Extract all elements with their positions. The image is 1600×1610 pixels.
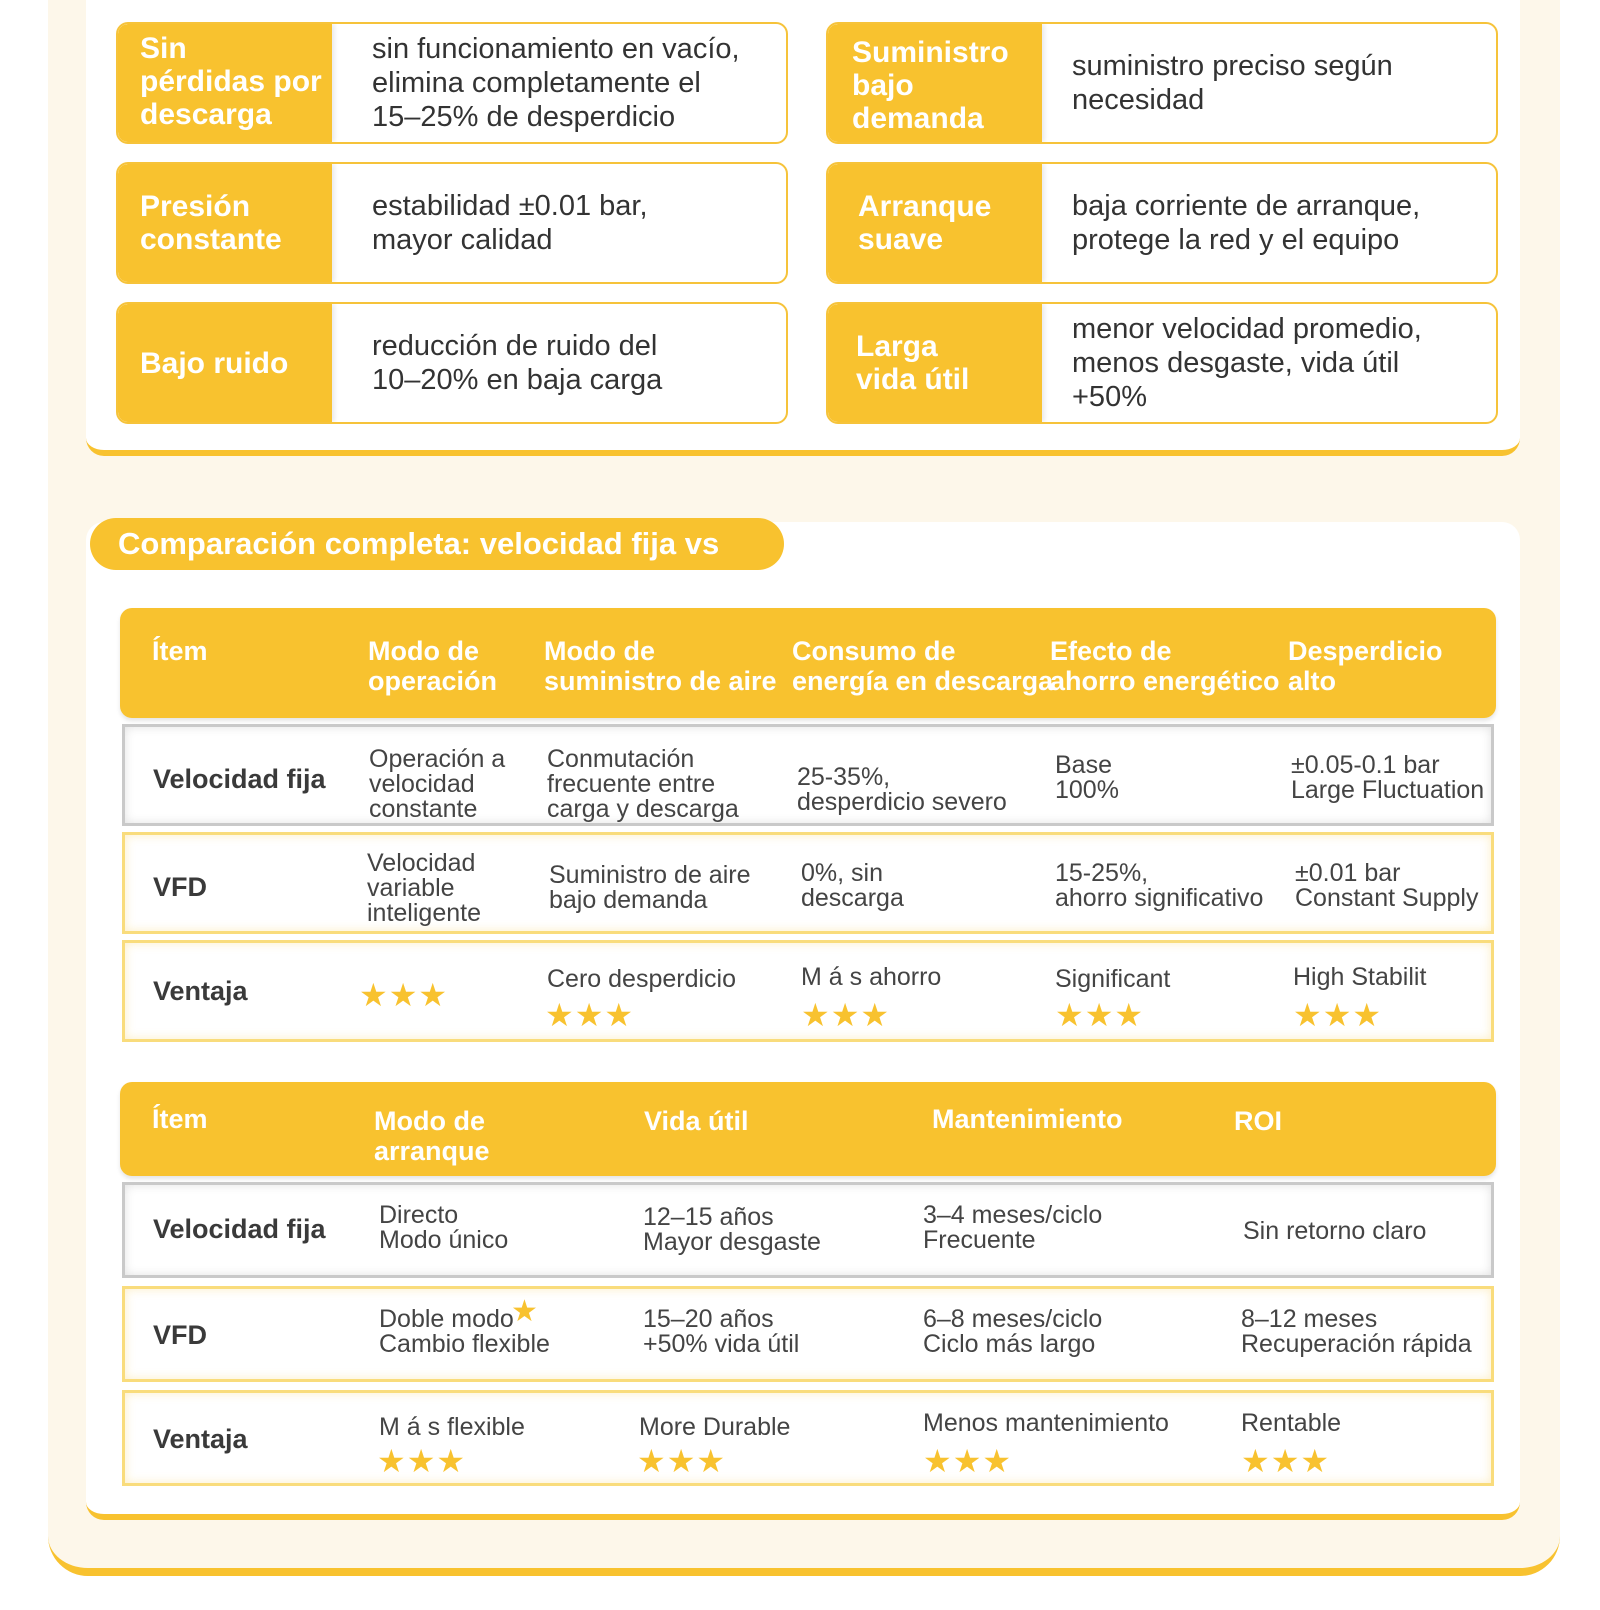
star-icon: ★: [511, 1295, 538, 1328]
table1-header-operation: Modo de operación: [368, 636, 498, 696]
table-cell: Directo Modo único: [379, 1201, 509, 1254]
table-cell: Cero desperdicio: [547, 965, 736, 993]
table1-header-air-supply: Modo de suministro de aire: [544, 636, 777, 696]
table-cell: 0%, sin descarga: [801, 859, 904, 912]
table-cell: High Stabilit: [1293, 963, 1427, 991]
feature-tag: Larga vida útil: [828, 304, 1042, 422]
table-cell: 8–12 meses Recuperación rápida: [1241, 1305, 1472, 1358]
feature-text: menor velocidad promedio, menos desgaste…: [1072, 313, 1422, 413]
table-cell: 3–4 meses/ciclo Frecuente: [923, 1201, 1103, 1254]
feature-low-noise: Bajo ruido reducción de ruido del 10–20%…: [116, 302, 788, 424]
table-cell: Suministro de aire bajo demanda: [549, 861, 751, 914]
row-label: Ventaja: [153, 1424, 248, 1454]
table-cell: ±0.01 bar Constant Supply: [1295, 859, 1479, 912]
feature-tag: Bajo ruido: [118, 304, 332, 422]
table-row: Ventaja ★★★ Cero desperdicio ★★★ M á s a…: [122, 940, 1494, 1042]
table-row: Ventaja M á s flexible ★★★ More Durable …: [122, 1390, 1494, 1486]
table-row: Velocidad fija Directo Modo único 12–15 …: [122, 1182, 1494, 1278]
feature-long-life: Larga vida útil menor velocidad promedio…: [826, 302, 1498, 424]
star-icon: ★★★: [1055, 997, 1145, 1033]
star-icon: ★★★: [637, 1443, 727, 1479]
star-icon: ★★★: [359, 977, 449, 1013]
feature-tag: Suministro bajo demanda: [828, 24, 1042, 142]
table2-header-maintenance: Mantenimiento: [932, 1104, 1123, 1134]
table-cell: Significant: [1055, 965, 1171, 993]
feature-text: estabilidad ±0.01 bar, mayor calidad: [372, 190, 648, 256]
star-icon: ★★★: [801, 997, 891, 1033]
section-title: Comparación completa: velocidad fija vs …: [90, 518, 784, 613]
table-cell: M á s flexible: [379, 1413, 525, 1441]
table-cell: 15–20 años +50% vida útil: [643, 1305, 800, 1358]
row-label: Velocidad fija: [153, 764, 326, 794]
table2-header-start-mode: Modo de arranque: [374, 1106, 490, 1166]
feature-tag: Presión constante: [118, 164, 332, 282]
table-cell: 12–15 años Mayor desgaste: [643, 1203, 821, 1256]
table-cell: More Durable: [639, 1413, 791, 1441]
star-icon: ★★★: [1241, 1443, 1331, 1479]
table2-header-life: Vida útil: [644, 1106, 749, 1136]
table-cell: Menos mantenimiento: [923, 1409, 1169, 1437]
feature-soft-start: Arranque suave baja corriente de arranqu…: [826, 162, 1498, 284]
table2-header-item: Ítem: [152, 1104, 208, 1134]
feature-text: suministro preciso según necesidad: [1072, 50, 1393, 116]
table-cell: Velocidad variable inteligente: [367, 849, 481, 927]
table2-header: Ítem Modo de arranque Vida útil Mantenim…: [120, 1082, 1496, 1176]
table-cell: Conmutación frecuente entre carga y desc…: [547, 745, 739, 823]
star-icon: ★★★: [1293, 997, 1383, 1033]
feature-text: sin funcionamiento en vacío, elimina com…: [372, 33, 740, 133]
table-cell: Sin retorno claro: [1243, 1217, 1427, 1245]
feature-text: baja corriente de arranque, protege la r…: [1072, 190, 1421, 256]
table1-header-saving-effect: Efecto de ahorro energético: [1050, 636, 1280, 696]
table-cell: Operación a velocidad constante: [369, 745, 506, 823]
table-row: VFD Velocidad variable inteligente Sumin…: [122, 832, 1494, 934]
star-icon: ★★★: [923, 1443, 1013, 1479]
feature-text: reducción de ruido del 10–20% en baja ca…: [372, 330, 663, 396]
table-cell: M á s ahorro: [801, 963, 942, 991]
table1-header-waste: Desperdicio alto: [1288, 636, 1443, 696]
feature-on-demand-supply: Suministro bajo demanda suministro preci…: [826, 22, 1498, 144]
table-row: Velocidad fija Operación a velocidad con…: [122, 724, 1494, 826]
feature-constant-pressure: Presión constante estabilidad ±0.01 bar,…: [116, 162, 788, 284]
feature-tag: Sin pérdidas por descarga: [118, 24, 332, 142]
table-cell: 15-25%, ahorro significativo: [1055, 859, 1264, 912]
row-label: Ventaja: [153, 976, 248, 1006]
feature-no-unload-loss: Sin pérdidas por descarga sin funcionami…: [116, 22, 788, 144]
feature-tag: Arranque suave: [828, 164, 1042, 282]
table-cell: 6–8 meses/ciclo Ciclo más largo: [923, 1305, 1103, 1358]
table-cell: 25-35%, desperdicio severo: [797, 763, 1007, 816]
row-label: VFD: [153, 872, 207, 902]
row-label: Velocidad fija: [153, 1214, 326, 1244]
table-cell: ±0.05-0.1 bar Large Fluctuation: [1291, 751, 1485, 804]
table1-header: Ítem Modo de operación Modo de suministr…: [120, 608, 1496, 718]
table-cell: Rentable: [1241, 1409, 1342, 1437]
star-icon: ★★★: [545, 997, 635, 1033]
table-cell: Doble modo Cambio flexible: [379, 1305, 550, 1358]
table-cell: Base 100%: [1055, 751, 1119, 804]
star-icon: ★★★: [377, 1443, 467, 1479]
table1-header-unload-energy: Consumo de energía en descarga: [792, 636, 1054, 696]
table-row: VFD Doble modo Cambio flexible ★ 15–20 a…: [122, 1286, 1494, 1382]
row-label: VFD: [153, 1320, 207, 1350]
table2-header-roi: ROI: [1234, 1106, 1283, 1136]
table1-header-item: Ítem: [152, 636, 208, 666]
